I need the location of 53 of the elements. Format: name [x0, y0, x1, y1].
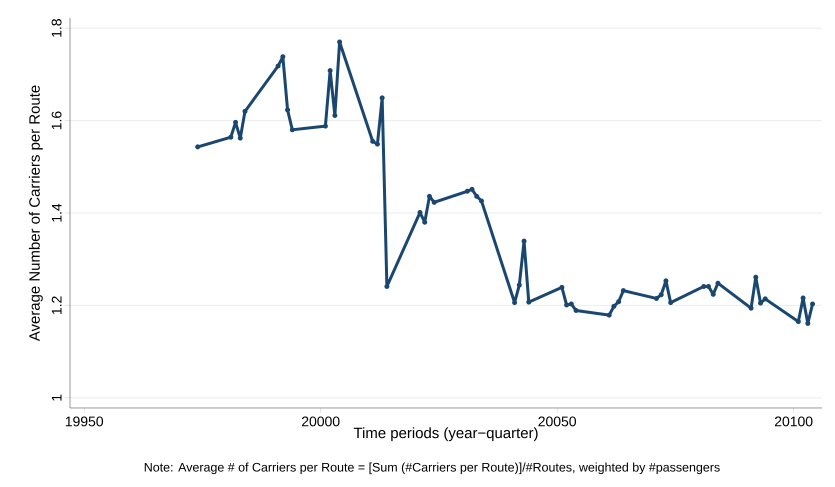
point: [474, 194, 480, 199]
point: [516, 282, 522, 288]
point: [658, 292, 664, 298]
point: [663, 278, 668, 284]
x-tick-label: 19950: [66, 416, 104, 426]
x-tick-label: 20000: [302, 416, 340, 426]
point: [322, 124, 328, 129]
point: [654, 296, 659, 301]
point: [568, 302, 574, 307]
y-tick-label: 1.6: [52, 111, 62, 130]
y-tick-label: 1.8: [52, 19, 62, 37]
x-axis-title: Time periods (year−quarter): [354, 427, 538, 442]
point: [559, 284, 564, 290]
y-tick-label: 1.4: [52, 204, 62, 222]
y-tick-label: 1: [52, 394, 62, 401]
point: [526, 300, 532, 305]
point: [611, 304, 616, 309]
point: [810, 302, 816, 307]
point: [748, 306, 754, 311]
y-axis-title: Average Number of Carriers per Route: [28, 86, 43, 342]
point: [432, 200, 437, 205]
point: [374, 142, 380, 147]
point: [715, 280, 720, 286]
point: [464, 188, 470, 194]
point: [616, 299, 622, 304]
point: [796, 319, 801, 324]
point: [290, 127, 295, 132]
point: [706, 284, 711, 289]
x-tick-label: 20050: [538, 416, 576, 426]
point: [564, 302, 570, 308]
y-tick-label: 1.2: [52, 296, 62, 314]
point: [701, 284, 706, 289]
point: [470, 186, 475, 192]
x-tick-label: 20100: [774, 416, 812, 426]
point: [285, 107, 290, 112]
point: [276, 64, 281, 69]
point: [522, 238, 527, 244]
point: [762, 296, 768, 302]
point: [280, 54, 286, 60]
point: [426, 194, 432, 199]
point: [606, 312, 612, 318]
point: [758, 300, 764, 306]
point: [574, 308, 579, 313]
point: [380, 95, 385, 100]
point: [238, 136, 243, 141]
point: [478, 198, 484, 204]
point: [228, 134, 234, 140]
point: [668, 300, 674, 306]
point: [195, 144, 200, 150]
point: [370, 138, 376, 144]
point: [620, 288, 626, 294]
point: [242, 108, 248, 114]
text: Note: Average # of Carriers per Route = [Sum (#Carriers per Route)]/#Routes, weighted by #passengers: [144, 462, 720, 474]
